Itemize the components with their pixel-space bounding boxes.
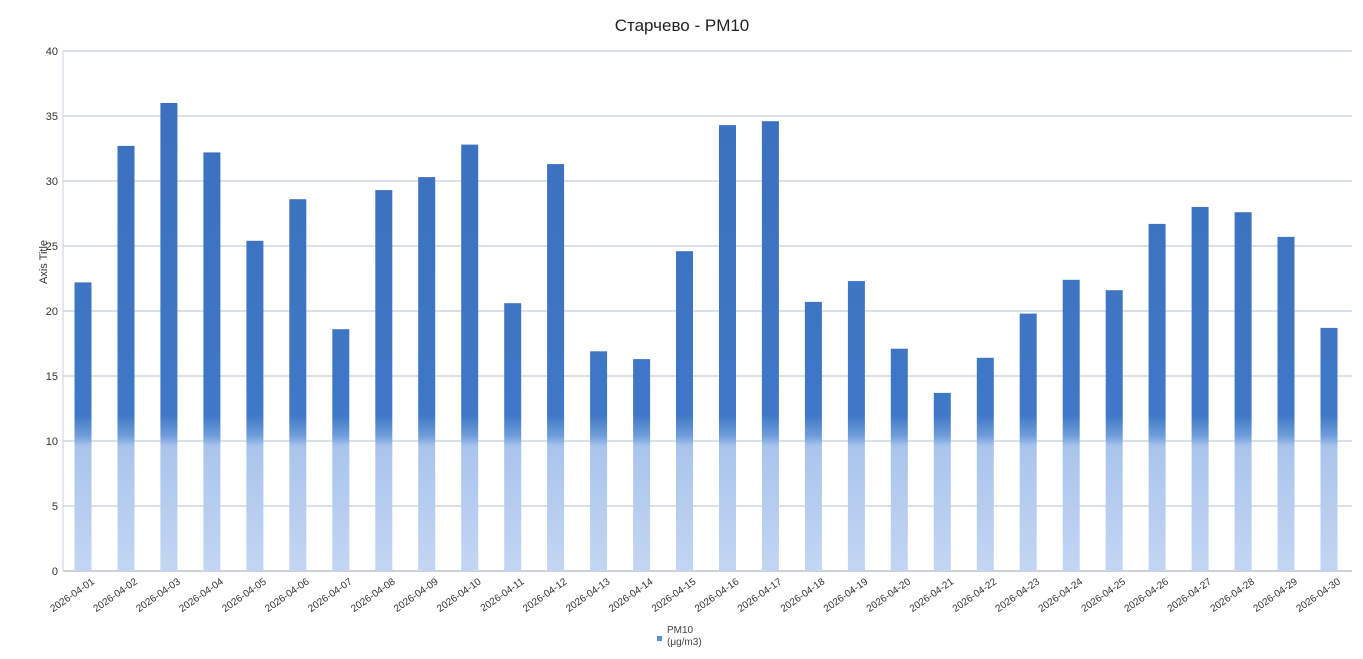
y-tick-label: 30 [46,176,58,188]
bar-2026-04-26 [1148,223,1166,571]
bar-2026-04-10 [461,144,479,571]
y-tick-labels: 0 5 10 15 20 25 30 35 40 [46,46,58,578]
y-tick-label: 15 [46,371,58,383]
bar-2026-04-24 [1062,279,1080,571]
bar-2026-04-17 [761,121,779,571]
legend-sublabel: (μg/m3) [667,637,702,648]
legend-label: PM10 [667,625,694,636]
bar-2026-04-27 [1191,207,1209,571]
bar-2026-04-22 [976,357,994,571]
bar-2026-04-02 [117,145,135,571]
y-tick-label: 25 [46,241,58,253]
bar-2026-04-30 [1320,327,1338,571]
bar-2026-04-12 [547,164,565,571]
bar-2026-04-19 [847,281,865,571]
gridlines [62,50,1352,572]
chart-title: Старчево - PM10 [615,16,750,35]
legend: PM10 (μg/m3) [657,625,702,648]
bar-2026-04-16 [719,125,736,571]
y-tick-label: 20 [46,306,58,318]
bar-2026-04-04 [203,152,221,571]
bar-2026-04-07 [332,329,350,571]
y-tick-label: 40 [46,46,58,58]
y-tick-label: 35 [46,111,58,123]
bar-2026-04-28 [1234,212,1252,571]
bar-2026-04-15 [676,251,693,571]
y-tick-label: 10 [46,436,58,448]
bar-2026-04-01 [74,282,92,571]
bar-2026-04-08 [375,190,393,571]
bar-2026-04-06 [289,199,307,571]
y-axis-title: Axis Title [38,240,50,284]
bar-2026-04-14 [633,359,651,571]
bar-2026-04-23 [1019,313,1037,571]
bar-2026-04-11 [504,303,522,571]
bar-2026-04-13 [590,351,608,571]
bar-2026-04-18 [804,301,822,571]
bar-2026-04-20 [890,348,908,571]
bars [74,103,1338,572]
legend-swatch [657,636,662,641]
y-tick-label: 0 [52,566,58,578]
bar-2026-04-09 [418,177,436,571]
bar-2026-04-21 [933,392,951,571]
bar-2026-04-29 [1277,236,1295,571]
bar-2026-04-25 [1105,290,1123,571]
y-tick-label: 5 [52,501,58,513]
bar-2026-04-03 [160,103,178,571]
bar-2026-04-05 [246,240,264,572]
